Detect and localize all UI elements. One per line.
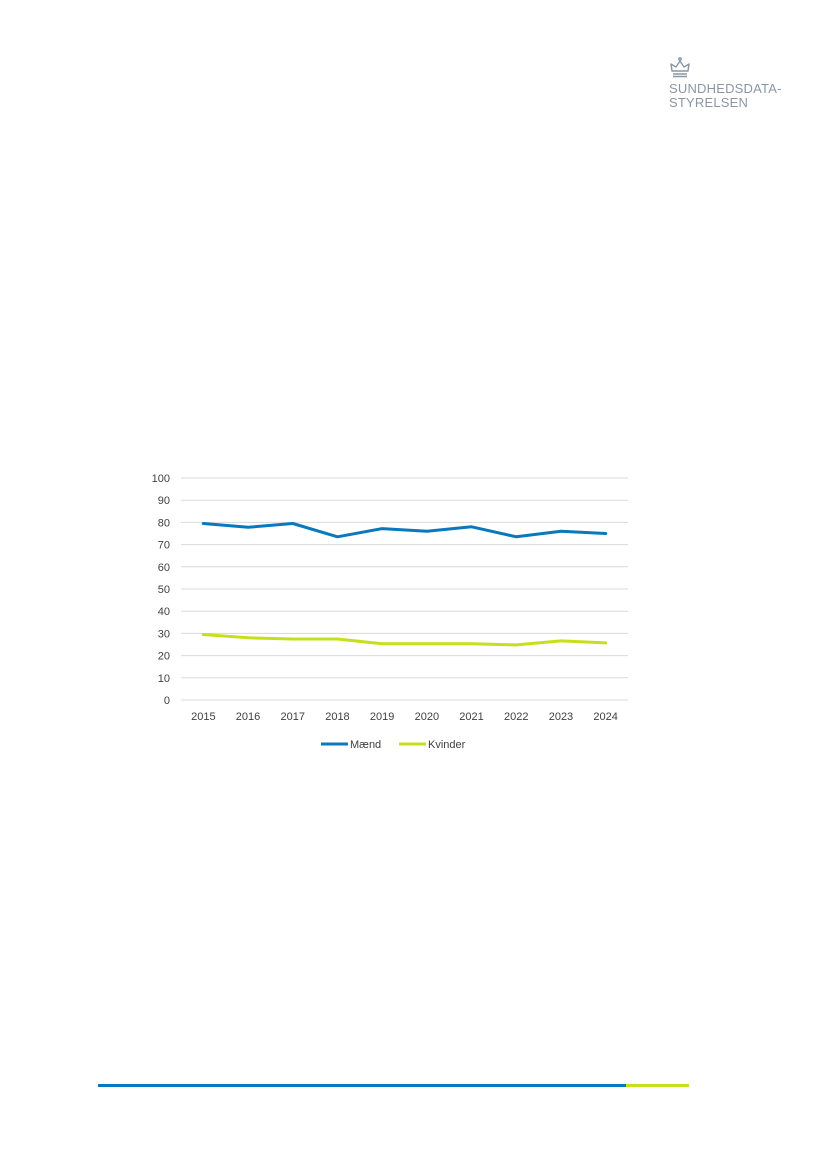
y-tick-label: 10 — [158, 673, 170, 685]
y-tick-label: 20 — [158, 651, 170, 663]
y-tick-label: 90 — [158, 495, 170, 507]
footer-bar-green — [626, 1084, 689, 1087]
footer-bar-blue — [98, 1084, 626, 1087]
y-tick-label: 30 — [158, 628, 170, 640]
crown-icon — [670, 57, 690, 78]
y-tick-label: 0 — [164, 695, 170, 707]
x-tick-label: 2020 — [415, 711, 439, 723]
x-tick-label: 2015 — [191, 711, 215, 723]
legend-label: Mænd — [350, 739, 381, 751]
x-tick-label: 2023 — [549, 711, 573, 723]
series-line-maend — [201, 522, 608, 539]
x-tick-label: 2016 — [236, 711, 260, 723]
line-chart: 0 10 20 30 40 50 60 70 80 90 100 2015 2016 2017 2018 2… — [152, 473, 628, 751]
legend-label: Kvinder — [428, 739, 466, 751]
y-tick-label: 80 — [158, 517, 170, 529]
x-tick-label: 2018 — [325, 711, 349, 723]
x-tick-label: 2019 — [370, 711, 394, 723]
y-tick-label: 50 — [158, 584, 170, 596]
y-tick-label: 40 — [158, 606, 170, 618]
x-tick-label: 2022 — [504, 711, 528, 723]
x-tick-label: 2017 — [281, 711, 305, 723]
x-tick-label: 2021 — [459, 711, 483, 723]
logo-text-line1: SUNDHEDSDATA- — [669, 81, 782, 96]
logo-text-line2: STYRELSEN — [669, 95, 749, 110]
y-tick-label: 60 — [158, 562, 170, 574]
series-line-kvinder — [201, 633, 608, 647]
x-tick-label: 2024 — [593, 711, 617, 723]
y-tick-label: 100 — [152, 473, 170, 485]
y-tick-label: 70 — [158, 540, 170, 552]
